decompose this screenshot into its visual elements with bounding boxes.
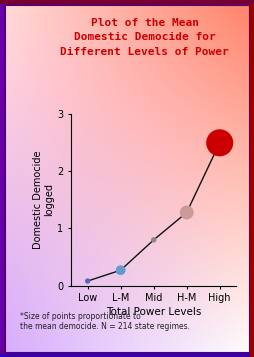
Text: *Size of points proportionate to
the mean democide. N = 214 state regimes.: *Size of points proportionate to the mea… [20,312,190,331]
X-axis label: Total Power Levels: Total Power Levels [106,307,201,317]
Point [152,237,156,243]
Point [119,267,123,273]
Text: Domestic Democide for: Domestic Democide for [74,32,216,42]
Text: Different Levels of Power: Different Levels of Power [60,47,229,57]
Y-axis label: Domestic Democide
logged: Domestic Democide logged [33,151,54,249]
Point [86,278,90,284]
Point [218,140,222,146]
Text: Plot of the Mean: Plot of the Mean [91,18,199,28]
Point [185,210,189,215]
